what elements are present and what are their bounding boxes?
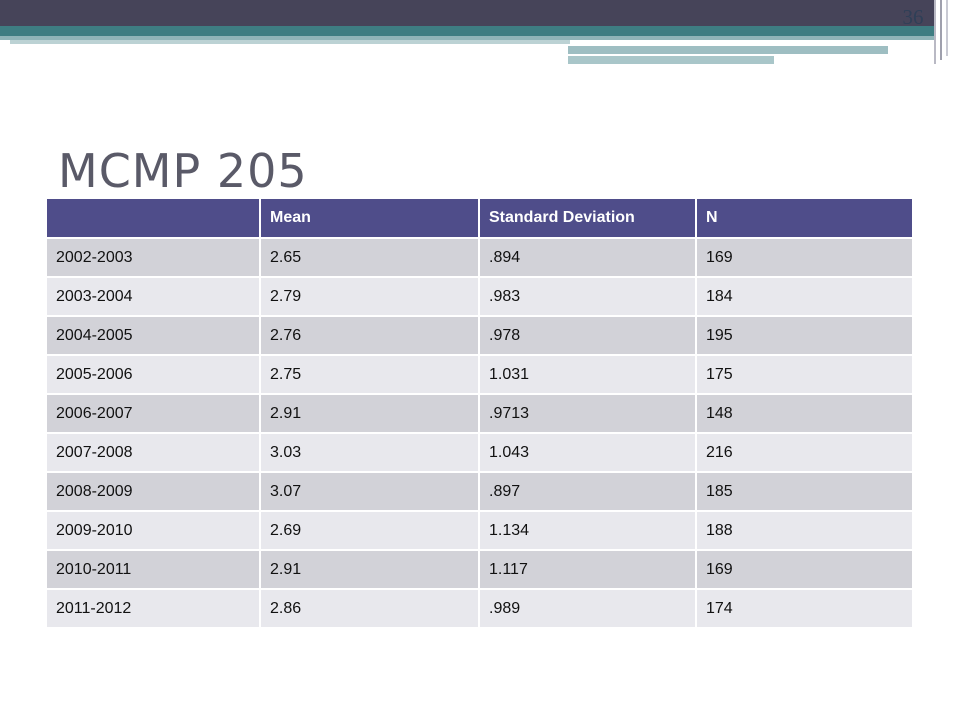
- header-cell-std-dev: Standard Deviation: [479, 199, 697, 239]
- table-row: 2003-2004 2.79 .983 184: [47, 277, 914, 317]
- mean-cell: 2.91: [260, 394, 480, 434]
- year-cell: 2005-2006: [47, 355, 261, 395]
- slide-number: 36: [902, 5, 924, 29]
- std-dev-cell: .894: [479, 238, 697, 278]
- mean-cell: 2.79: [260, 277, 480, 317]
- std-dev-cell: .897: [479, 472, 697, 512]
- n-cell: 175: [696, 355, 914, 395]
- std-dev-cell: .9713: [479, 394, 697, 434]
- top-decor-vertical-line: [946, 0, 948, 56]
- top-decor-light-bar: [10, 40, 570, 44]
- table-row: 2010-2011 2.91 1.117 169: [47, 550, 914, 590]
- year-cell: 2003-2004: [47, 277, 261, 317]
- n-cell: 169: [696, 238, 914, 278]
- table-row: 2009-2010 2.69 1.134 188: [47, 511, 914, 551]
- mean-cell: 3.07: [260, 472, 480, 512]
- top-decor-light-bar: [568, 46, 888, 54]
- std-dev-cell: .989: [479, 589, 697, 629]
- mean-cell: 2.76: [260, 316, 480, 356]
- mean-cell: 2.91: [260, 550, 480, 590]
- table-row: 2005-2006 2.75 1.031 175: [47, 355, 914, 395]
- mean-cell: 2.69: [260, 511, 480, 551]
- n-cell: 188: [696, 511, 914, 551]
- table-row: 2004-2005 2.76 .978 195: [47, 316, 914, 356]
- std-dev-cell: 1.117: [479, 550, 697, 590]
- header-cell-mean: Mean: [260, 199, 480, 239]
- header-cell-n: N: [696, 199, 914, 239]
- year-cell: 2006-2007: [47, 394, 261, 434]
- mean-cell: 2.65: [260, 238, 480, 278]
- n-cell: 216: [696, 433, 914, 473]
- n-cell: 174: [696, 589, 914, 629]
- year-cell: 2009-2010: [47, 511, 261, 551]
- top-decor-light-bar: [0, 36, 934, 40]
- table-row: 2002-2003 2.65 .894 169: [47, 238, 914, 278]
- std-dev-cell: .978: [479, 316, 697, 356]
- n-cell: 169: [696, 550, 914, 590]
- top-decor-light-bar: [568, 56, 774, 64]
- n-cell: 185: [696, 472, 914, 512]
- table-row: 2007-2008 3.03 1.043 216: [47, 433, 914, 473]
- n-cell: 184: [696, 277, 914, 317]
- table-row: 2011-2012 2.86 .989 174: [47, 589, 914, 629]
- mean-cell: 3.03: [260, 433, 480, 473]
- std-dev-cell: 1.043: [479, 433, 697, 473]
- year-cell: 2010-2011: [47, 550, 261, 590]
- table-header-row: Mean Standard Deviation N: [47, 199, 914, 239]
- year-cell: 2011-2012: [47, 589, 261, 629]
- top-decor-dark-bar: [0, 0, 934, 26]
- top-decor-vertical-line: [934, 0, 936, 64]
- std-dev-cell: .983: [479, 277, 697, 317]
- slide-title: MCMP 205: [58, 144, 308, 198]
- std-dev-cell: 1.031: [479, 355, 697, 395]
- std-dev-cell: 1.134: [479, 511, 697, 551]
- year-cell: 2008-2009: [47, 472, 261, 512]
- header-cell-year: [47, 199, 261, 239]
- year-cell: 2004-2005: [47, 316, 261, 356]
- year-cell: 2002-2003: [47, 238, 261, 278]
- n-cell: 195: [696, 316, 914, 356]
- top-decor-teal-bar: [0, 26, 934, 36]
- top-decor-vertical-line: [940, 0, 942, 60]
- n-cell: 148: [696, 394, 914, 434]
- table-row: 2008-2009 3.07 .897 185: [47, 472, 914, 512]
- mean-cell: 2.75: [260, 355, 480, 395]
- year-cell: 2007-2008: [47, 433, 261, 473]
- table-row: 2006-2007 2.91 .9713 148: [47, 394, 914, 434]
- mean-cell: 2.86: [260, 589, 480, 629]
- stats-table: Mean Standard Deviation N 2002-2003 2.65…: [47, 199, 914, 629]
